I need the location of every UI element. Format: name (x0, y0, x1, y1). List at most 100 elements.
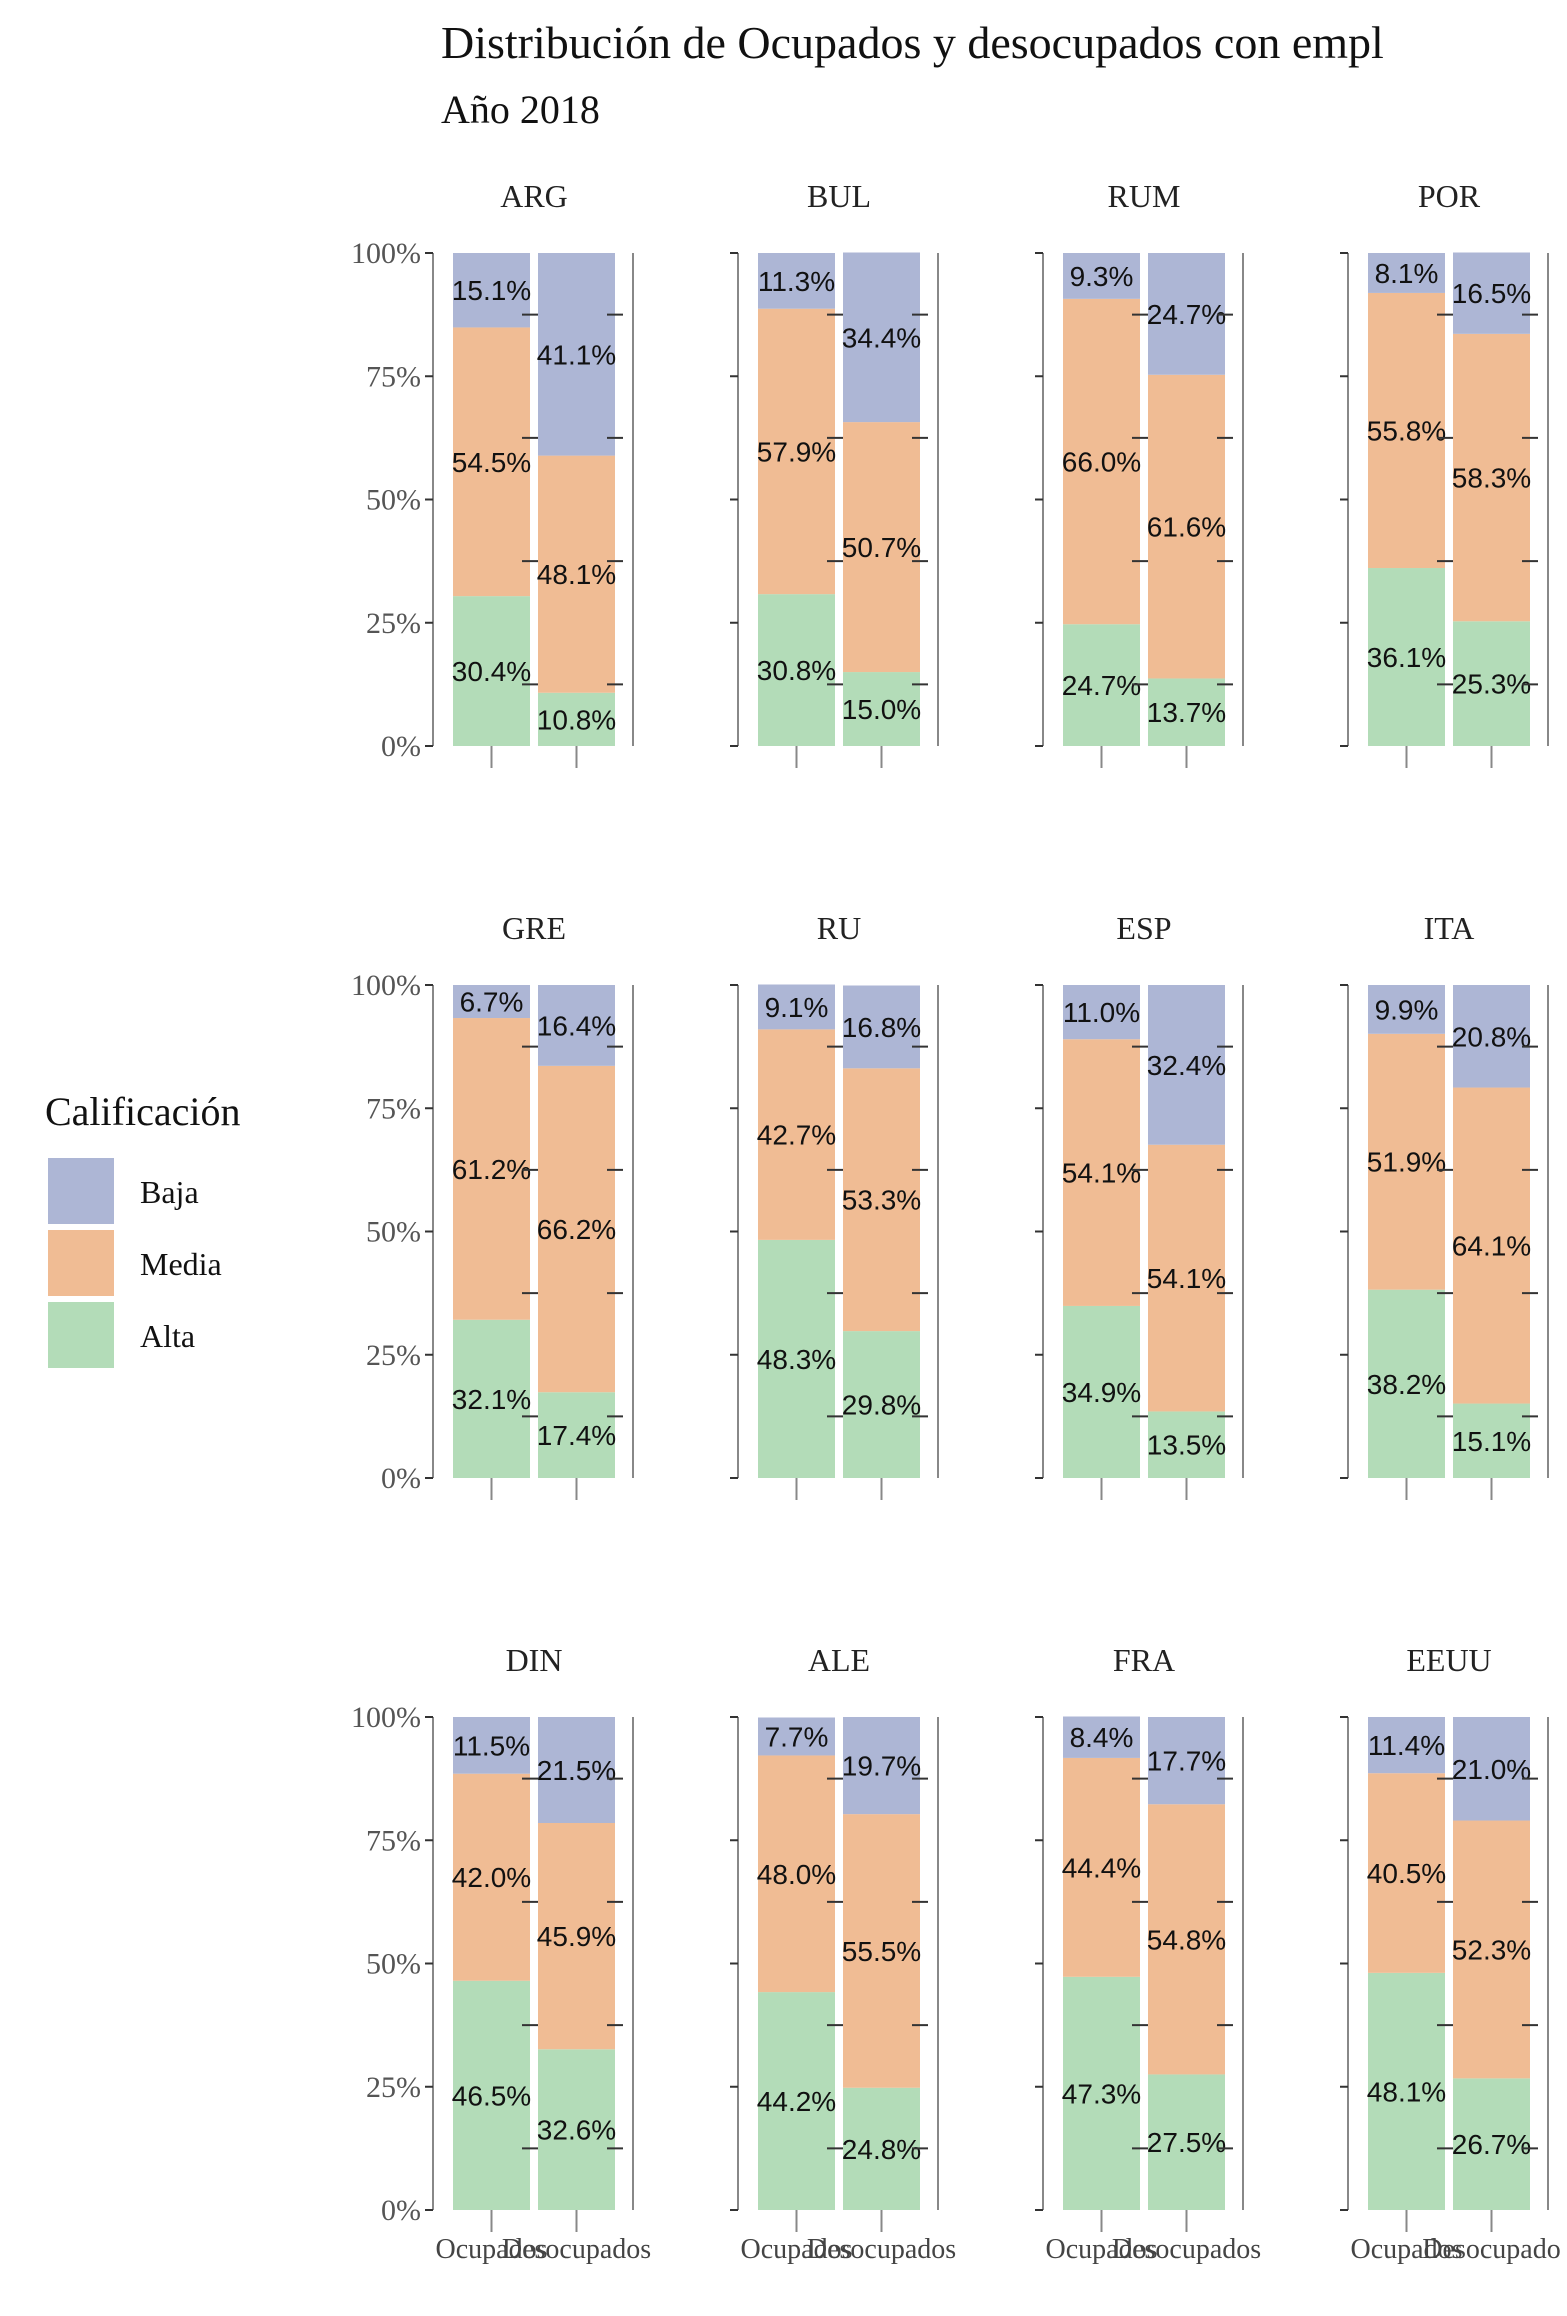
bar-segment-media (453, 1773, 530, 1981)
data-label-media: 48.0% (757, 1859, 836, 1890)
y-tick-label: 75% (366, 1092, 421, 1125)
bar-segment-media (1368, 1033, 1445, 1290)
bar-segment-baja (1453, 1717, 1530, 1821)
facet-panel-fra: FRA 47.3% 44.4% 8.4% 27.5% 54.8% 17.7% Ocupados… (1035, 1642, 1261, 2265)
data-label-alta: 13.5% (1147, 1430, 1226, 1461)
bar-segment-media (1453, 1820, 1530, 2079)
facet-label: ESP (1116, 910, 1171, 946)
bar-segment-media (758, 1029, 835, 1240)
legend-swatch-baja (48, 1158, 114, 1224)
facet-panel-esp: ESP 34.9% 54.1% 11.0% 13.5% 54.1% 32.4% (1035, 910, 1244, 1500)
bar-segment-media (453, 327, 530, 597)
data-label-alta: 29.8% (842, 1390, 921, 1421)
x-tick-label: Ocupados (436, 2234, 548, 2265)
x-tick-label: Desocupados (807, 2234, 956, 2265)
y-tick-label: 25% (366, 607, 421, 640)
data-label-media: 61.2% (452, 1154, 531, 1185)
bar-segment-baja (1368, 1717, 1445, 1774)
bar-segment-baja (538, 1717, 615, 1823)
facet-panel-ale: ALE 44.2% 48.0% 7.7% 24.8% 55.5% 19.7% Ocupados… (730, 1642, 956, 2265)
bar-segment-alta (538, 692, 615, 746)
data-label-alta: 27.5% (1147, 2127, 1226, 2158)
facet-label: FRA (1113, 1642, 1175, 1678)
x-tick-label: Desocupados (1112, 2234, 1261, 2265)
facet-label: ARG (500, 178, 568, 214)
bar-segment-baja (1148, 253, 1225, 375)
data-label-media: 54.1% (1147, 1263, 1226, 1294)
bar-segment-alta (1453, 2078, 1530, 2210)
facet-panel-din: DIN 0% 25% 50% 75% 100% 46.5% 42.0% 11.5% 32.6% 45… (351, 1642, 651, 2265)
legend-swatch-media (48, 1230, 114, 1296)
data-label-baja: 16.8% (842, 1012, 921, 1043)
data-label-baja: 9.9% (1375, 994, 1439, 1025)
facet-panel-bul: BUL 30.8% 57.9% 11.3% 15.0% 50.7% 34.4% (730, 178, 939, 768)
chart-title: Distribución de Ocupados y desocupados c… (441, 17, 1384, 68)
facet-panel-arg: ARG 0% 25% 50% 75% 100% 30.4% 54.5% 15.1% 10.8% 48… (351, 178, 634, 768)
bar-segment-baja (843, 252, 920, 423)
data-label-baja: 8.1% (1375, 258, 1439, 289)
data-label-baja: 21.0% (1452, 1754, 1531, 1785)
data-label-baja: 9.1% (765, 992, 829, 1023)
facet-label: POR (1418, 178, 1481, 214)
bar-segment-alta (1453, 621, 1530, 746)
bar-segment-media (538, 455, 615, 693)
y-tick-label: 0% (381, 2194, 421, 2227)
data-label-alta: 38.2% (1367, 1369, 1446, 1400)
data-label-media: 51.9% (1367, 1147, 1446, 1178)
bar-segment-alta (1148, 1411, 1225, 1478)
y-tick-label: 75% (366, 360, 421, 393)
data-label-alta: 24.7% (1062, 670, 1141, 701)
data-label-media: 55.5% (842, 1936, 921, 1967)
y-tick-label: 0% (381, 1462, 421, 1495)
data-label-media: 54.8% (1147, 1924, 1226, 1955)
data-label-baja: 34.4% (842, 322, 921, 353)
data-label-alta: 13.7% (1147, 697, 1226, 728)
data-label-media: 54.1% (1062, 1158, 1141, 1189)
data-label-media: 66.2% (537, 1214, 616, 1245)
bar-segment-alta (1368, 1289, 1445, 1478)
data-label-media: 66.0% (1062, 447, 1141, 478)
data-label-alta: 24.8% (842, 2134, 921, 2165)
facet-label: GRE (502, 910, 566, 946)
legend-title: Calificación (45, 1089, 240, 1134)
bar-segment-media (1148, 1144, 1225, 1412)
y-tick-label: 75% (366, 1824, 421, 1857)
bar-segment-media (1148, 1804, 1225, 2075)
bar-segment-media (1453, 333, 1530, 622)
bar-segment-baja (1063, 253, 1140, 299)
legend: Calificación Baja Media Alta (45, 1089, 240, 1368)
y-tick-label: 100% (351, 1701, 421, 1734)
data-label-alta: 10.8% (537, 704, 616, 735)
data-label-alta: 25.3% (1452, 669, 1531, 700)
data-label-media: 45.9% (537, 1921, 616, 1952)
data-label-alta: 34.9% (1062, 1377, 1141, 1408)
data-label-baja: 20.8% (1452, 1021, 1531, 1052)
facet-label: DIN (506, 1642, 563, 1678)
data-label-baja: 24.7% (1147, 299, 1226, 330)
data-label-baja: 11.3% (758, 266, 835, 297)
facet-panel-eeuu: EEUU 48.1% 40.5% 11.4% 26.7% 52.3% 21.0% Ocupad… (1340, 1642, 1561, 2265)
data-label-alta: 36.1% (1367, 642, 1446, 673)
data-label-media: 42.0% (452, 1862, 531, 1893)
facet-label: BUL (807, 178, 871, 214)
bar-segment-alta (1368, 1972, 1445, 2210)
bar-segment-media (843, 1814, 920, 2088)
bar-segment-media (1368, 292, 1445, 569)
bar-segment-baja (1368, 985, 1445, 1034)
data-label-media: 52.3% (1452, 1934, 1531, 1965)
data-label-alta: 48.3% (757, 1344, 836, 1375)
facet-panel-por: POR 36.1% 55.8% 8.1% 25.3% 58.3% 16.5% (1340, 178, 1549, 768)
facet-panel-gre: GRE 0% 25% 50% 75% 100% 32.1% 61.2% 6.7% 17.4% 66.… (351, 910, 634, 1500)
facet-label: ALE (808, 1642, 870, 1678)
facet-panel-ita: ITA 38.2% 51.9% 9.9% 15.1% 64.1% 20.8% (1340, 910, 1549, 1500)
bar-segment-baja (758, 984, 835, 1030)
y-tick-label: 50% (366, 1948, 421, 1981)
bar-segment-alta (1453, 1403, 1530, 1478)
data-label-media: 40.5% (1367, 1858, 1446, 1889)
bar-segment-baja (1148, 1717, 1225, 1805)
data-label-alta: 15.1% (1452, 1426, 1531, 1457)
bar-segment-baja (1368, 253, 1445, 293)
bar-segment-alta (1368, 568, 1445, 746)
bar-segment-baja (538, 985, 615, 1066)
